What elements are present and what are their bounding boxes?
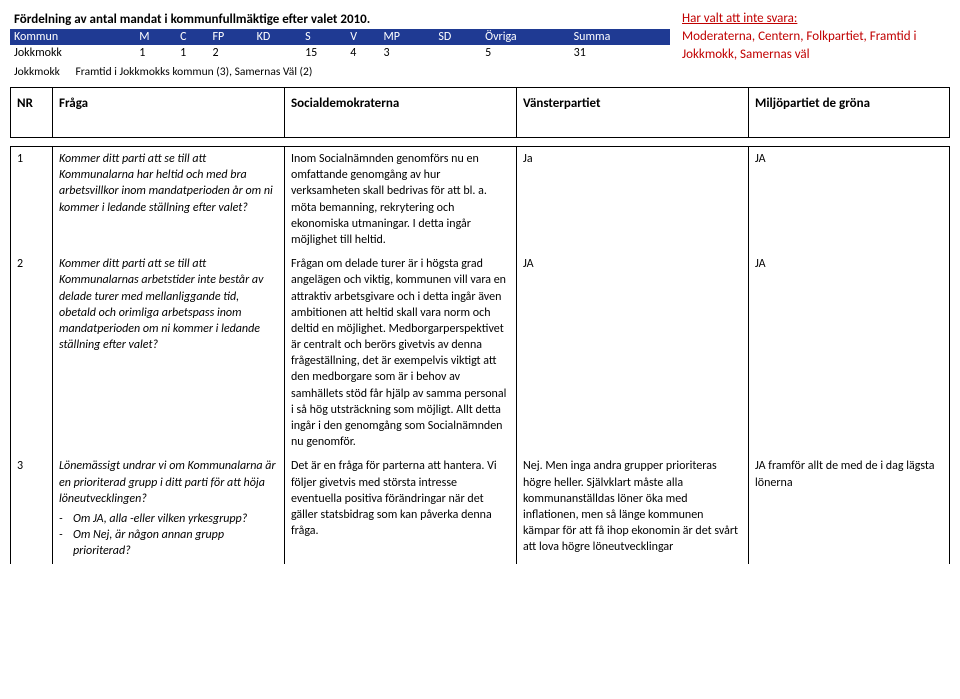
cell-kd [253, 45, 301, 61]
cell-mp: 3 [379, 45, 434, 61]
q3-sub-list: Om JA, alla -eller vilken yrkesgrupp? Om… [59, 511, 278, 560]
mp-2: JA [749, 252, 950, 454]
header-v: Vänsterpartiet [516, 88, 748, 137]
mp-3: JA framför allt de med de i dag lägsta l… [749, 454, 950, 563]
col-summa: Summa [570, 29, 670, 45]
nr-2: 2 [11, 252, 53, 454]
note-label: Jokkmokk [14, 65, 60, 79]
cell-sd [434, 45, 481, 61]
col-kommun: Kommun [10, 29, 135, 45]
qa-row-1: 1 Kommer ditt parti att se till att Komm… [11, 147, 950, 253]
qa-row-2: 2 Kommer ditt parti att se till att Komm… [11, 252, 950, 454]
mandat-block: Fördelning av antal mandat i kommunfullm… [10, 10, 670, 81]
v-2: JA [517, 252, 749, 454]
mandat-data-row: Jokkmokk 1 1 2 15 4 3 5 31 [10, 45, 670, 61]
header-mp: Miljöpartiet de gröna [748, 88, 950, 137]
s-1: Inom Socialnämnden genomförs nu en omfat… [285, 147, 517, 253]
notice-body: Moderaterna, Centern, Folkpartiet, Framt… [682, 28, 950, 64]
cell-summa: 31 [570, 45, 670, 61]
col-s: S [301, 29, 346, 45]
s-3: Det är en fråga för parterna att hantera… [285, 454, 517, 563]
mandat-header-row: Kommun M C FP KD S V MP SD Övriga Summa [10, 29, 670, 45]
col-c: C [176, 29, 208, 45]
q-1: Kommer ditt parti att se till att Kommun… [53, 147, 285, 253]
cell-c: 1 [176, 45, 208, 61]
s-2: Frågan om delade turer är i högsta grad … [285, 252, 517, 454]
notice-heading: Har valt att inte svara: [682, 10, 950, 28]
top-region: Fördelning av antal mandat i kommunfullm… [10, 10, 950, 81]
col-ovriga: Övriga [481, 29, 569, 45]
qa-header-row: NR Fråga Socialdemokraterna Vänsterparti… [10, 87, 950, 138]
cell-m: 1 [135, 45, 176, 61]
mandat-title: Fördelning av antal mandat i kommunfullm… [10, 10, 670, 29]
col-kd: KD [253, 29, 301, 45]
col-sd: SD [434, 29, 481, 45]
v-3: Nej. Men inga andra grupper prioriteras … [517, 454, 749, 563]
col-v: V [346, 29, 379, 45]
q3-sub1: Om JA, alla -eller vilken yrkesgrupp? [59, 511, 278, 527]
cell-s: 15 [301, 45, 346, 61]
mandat-note: Jokkmokk Framtid i Jokkmokks kommun (3),… [10, 61, 670, 81]
nr-3: 3 [11, 454, 53, 563]
note-text: Framtid i Jokkmokks kommun (3), Samernas… [76, 65, 313, 79]
q-2: Kommer ditt parti att se till att Kommun… [53, 252, 285, 454]
nr-1: 1 [11, 147, 53, 253]
header-nr: NR [10, 88, 52, 137]
header-s: Socialdemokraterna [284, 88, 516, 137]
q-3: Lönemässigt undrar vi om Kommunalarna är… [53, 454, 285, 563]
qa-table: 1 Kommer ditt parti att se till att Komm… [10, 146, 950, 564]
cell-ovriga: 5 [481, 45, 569, 61]
mp-1: JA [749, 147, 950, 253]
cell-v: 4 [346, 45, 379, 61]
header-fraga: Fråga [52, 88, 284, 137]
q3-main: Lönemässigt undrar vi om Kommunalarna är… [59, 459, 276, 505]
col-fp: FP [208, 29, 252, 45]
col-m: M [135, 29, 176, 45]
qa-row-3: 3 Lönemässigt undrar vi om Kommunalarna … [11, 454, 950, 563]
v-1: Ja [517, 147, 749, 253]
col-mp: MP [379, 29, 434, 45]
q3-sub2: Om Nej, är någon annan grupp prioriterad… [59, 527, 278, 559]
cell-fp: 2 [208, 45, 252, 61]
mandat-table: Kommun M C FP KD S V MP SD Övriga Summa … [10, 29, 670, 61]
cell-kommun: Jokkmokk [10, 45, 135, 61]
notice-block: Har valt att inte svara: Moderaterna, Ce… [670, 10, 950, 81]
